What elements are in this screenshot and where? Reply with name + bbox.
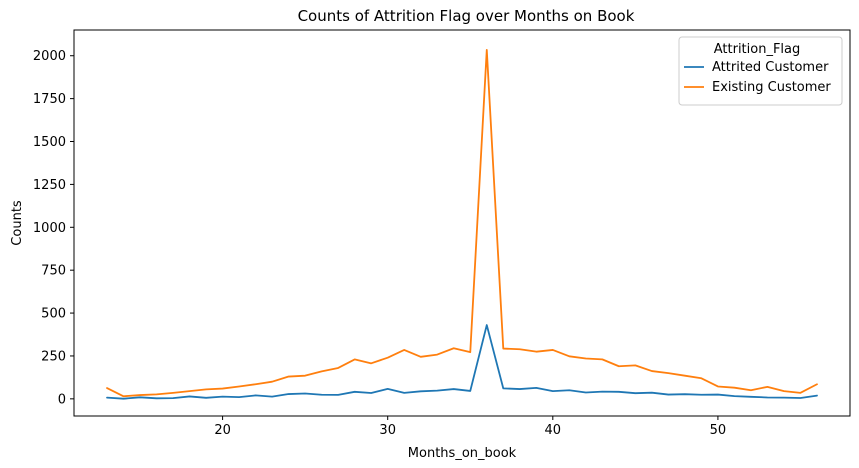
y-tick-label: 1000 (33, 221, 66, 236)
y-axis-label: Counts (10, 200, 25, 246)
legend-item-label: Attrited Customer (712, 60, 829, 75)
legend-items: Attrited Customer Existing Customer (684, 60, 831, 95)
plot-area (73, 29, 851, 417)
y-axis: 0 250 500 750 1000 1250 1500 1750 2000 (33, 49, 74, 407)
y-tick-label: 0 (58, 392, 66, 407)
y-tick-label: 1250 (33, 178, 66, 193)
chart-title: Counts of Attrition Flag over Months on … (298, 7, 635, 25)
y-tick-label: 1500 (33, 135, 66, 150)
series-line-attrited-customer (106, 324, 818, 400)
x-axis: 20 30 40 50 (214, 416, 726, 438)
y-tick-label: 1750 (33, 92, 66, 107)
x-tick-label: 40 (545, 423, 562, 438)
legend-box (678, 36, 843, 106)
series-line-existing-customer (106, 49, 818, 398)
x-axis-label: Months_on_book (408, 446, 517, 461)
plot-frame (73, 29, 851, 417)
legend: Attrition_Flag Attrited Customer Existing… (678, 36, 843, 106)
series-group (106, 49, 818, 400)
legend-item-label: Existing Customer (712, 80, 831, 95)
x-tick-label: 20 (214, 423, 231, 438)
x-tick-label: 30 (379, 423, 396, 438)
y-tick-label: 2000 (33, 49, 66, 64)
y-tick-label: 250 (41, 349, 66, 364)
x-tick-label: 50 (710, 423, 727, 438)
y-tick-label: 500 (41, 307, 66, 322)
legend-title: Attrition_Flag (714, 42, 801, 57)
y-tick-label: 750 (41, 264, 66, 279)
